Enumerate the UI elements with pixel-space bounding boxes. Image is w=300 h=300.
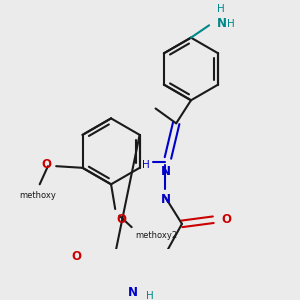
Text: N: N bbox=[128, 286, 137, 299]
Text: O: O bbox=[71, 250, 81, 263]
Text: O: O bbox=[41, 158, 51, 171]
Text: H: H bbox=[227, 19, 235, 28]
Text: O: O bbox=[221, 213, 232, 226]
Text: N: N bbox=[160, 194, 170, 206]
Text: O: O bbox=[117, 213, 127, 226]
Text: H: H bbox=[217, 4, 224, 14]
Text: N: N bbox=[218, 17, 227, 30]
Text: H: H bbox=[142, 160, 150, 170]
Text: methoxy: methoxy bbox=[20, 191, 56, 200]
Text: H: H bbox=[146, 291, 153, 300]
Text: N: N bbox=[161, 164, 171, 178]
Text: methoxy2: methoxy2 bbox=[135, 231, 177, 240]
